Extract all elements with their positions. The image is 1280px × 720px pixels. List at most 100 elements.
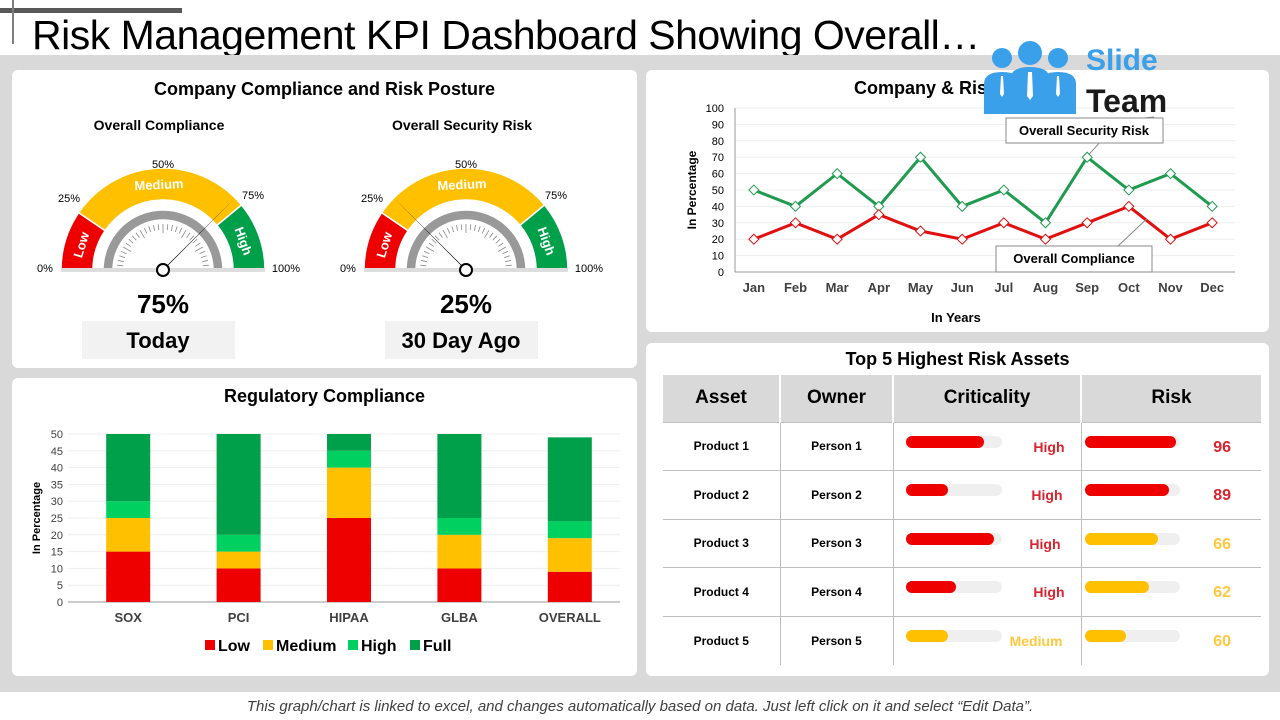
y-tick-label: 30	[51, 496, 63, 508]
data-point	[1164, 167, 1177, 180]
data-point	[1081, 217, 1093, 229]
y-tick-label: 10	[51, 563, 63, 575]
panel-title: Regulatory Compliance	[223, 386, 426, 406]
gauge-tick	[186, 232, 191, 238]
y-tick-label: 20	[712, 234, 724, 246]
gauge-tick	[505, 264, 512, 267]
x-tick-label: HIPAA	[329, 610, 369, 625]
risk-bar	[1084, 532, 1180, 545]
gauge-needle-hub	[459, 263, 473, 277]
x-tick-label: OVERALL	[539, 610, 601, 625]
bar-segment-high	[437, 518, 482, 535]
gauge-caption: 30 Day Ago	[401, 328, 520, 353]
gauge-tick	[492, 235, 498, 241]
bar-segment-high	[327, 450, 371, 468]
gauge-band-label: Medium	[437, 176, 487, 193]
risk-score: 89	[1213, 487, 1231, 504]
gauge-scale-label: 75%	[242, 190, 264, 202]
gauge-tick	[166, 224, 169, 231]
gauge-tick	[122, 246, 132, 252]
page-title: Risk Management KPI Dashboard Showing Ov…	[32, 12, 980, 58]
gauge-tick	[139, 229, 145, 239]
gauge-tick	[446, 227, 451, 234]
gauge-tick	[157, 224, 160, 231]
gauge-tick	[469, 224, 472, 231]
gauge-tick	[128, 238, 134, 244]
asset-cell: Product 1	[663, 421, 781, 471]
y-tick-label: 40	[712, 201, 724, 213]
regulatory-compliance-panel: Regulatory Compliance 0 5 10 15 20 25 30 35 40 45…	[12, 378, 637, 676]
y-tick-label: 80	[712, 136, 724, 148]
gauge-needle-hub	[156, 263, 170, 277]
bar-segment-full	[106, 434, 151, 502]
criticality-bar	[905, 484, 1002, 496]
gauge-tick	[423, 250, 430, 255]
gauge-scale-label: 0%	[37, 263, 53, 275]
criticality-cell: High	[893, 567, 1082, 616]
gauge-tick	[117, 260, 124, 263]
risk-bar	[1084, 581, 1180, 593]
legend-swatch	[410, 640, 420, 650]
data-point	[789, 217, 802, 229]
data-point	[873, 200, 885, 213]
gauge-tick	[131, 235, 137, 241]
bar-segment-medium	[216, 551, 261, 569]
gauge-tick	[202, 260, 209, 263]
gauge-tick	[425, 246, 435, 252]
gauge-tick	[199, 250, 206, 255]
criticality-label: High	[1031, 487, 1063, 503]
table-row: Product 5 Person 5 Medium 60	[663, 615, 1261, 665]
gauge-tick	[195, 242, 201, 247]
gauge-tick	[473, 224, 476, 231]
bar-segment-high	[216, 534, 261, 552]
series-label-security-risk: Overall Security Risk	[1019, 123, 1150, 138]
criticality-cell: High	[893, 518, 1082, 568]
y-tick-label: 45	[51, 446, 63, 458]
risk-assets-table: Asset Owner Criticality Risk Product 1 P…	[663, 375, 1261, 665]
gauge-tick	[189, 235, 195, 241]
gauge-scale-label: 75%	[545, 190, 567, 202]
gauge-scale-label: 100%	[272, 263, 300, 275]
bar-segment-medium	[437, 534, 482, 569]
risk-cell: 89	[1081, 470, 1261, 519]
criticality-bar	[905, 532, 1002, 545]
gauge-scale-label: 0%	[340, 263, 356, 275]
gauge-tick	[484, 229, 490, 239]
x-tick-label: Jun	[951, 280, 974, 295]
y-tick-label: 10	[712, 251, 724, 263]
y-tick-label: 15	[51, 547, 63, 559]
gauge-tick	[192, 238, 198, 244]
gauge-tick	[497, 246, 507, 252]
risk-cell: 60	[1081, 615, 1261, 665]
gauge-value: 25%	[440, 289, 492, 319]
legend-swatch	[263, 640, 273, 650]
gauge-tick	[505, 260, 512, 263]
criticality-bar	[905, 581, 1002, 593]
y-tick-label: 35	[51, 479, 63, 491]
gauge-tick	[422, 255, 429, 259]
gauge-tick	[420, 264, 427, 267]
x-tick-label: Jul	[994, 280, 1013, 295]
gauge-tick	[503, 255, 510, 259]
gauge-needle	[393, 197, 463, 267]
svg-text:Team: Team	[1086, 83, 1167, 116]
gauge-scale-label: 25%	[58, 193, 80, 205]
y-tick-label: 70	[712, 152, 724, 164]
x-tick-label: Feb	[784, 280, 807, 295]
data-point	[1206, 217, 1218, 229]
series-line	[753, 204, 1213, 241]
owner-cell: Person 1	[780, 421, 894, 471]
x-tick-label: Sep	[1075, 280, 1099, 295]
bar-segment-full	[437, 434, 482, 518]
x-tick-label: Apr	[868, 280, 890, 295]
gauge-tick	[200, 255, 207, 259]
data-point	[1123, 200, 1135, 213]
data-point	[914, 151, 927, 163]
gauge-scale-label: 50%	[152, 159, 174, 171]
criticality-cell: High	[893, 421, 1082, 471]
y-tick-label: 25	[51, 513, 63, 525]
column-header-risk: Risk	[1081, 375, 1261, 422]
x-tick-label: Jan	[743, 280, 765, 295]
gauge-tick	[438, 232, 443, 238]
gauge-tick	[153, 224, 156, 231]
